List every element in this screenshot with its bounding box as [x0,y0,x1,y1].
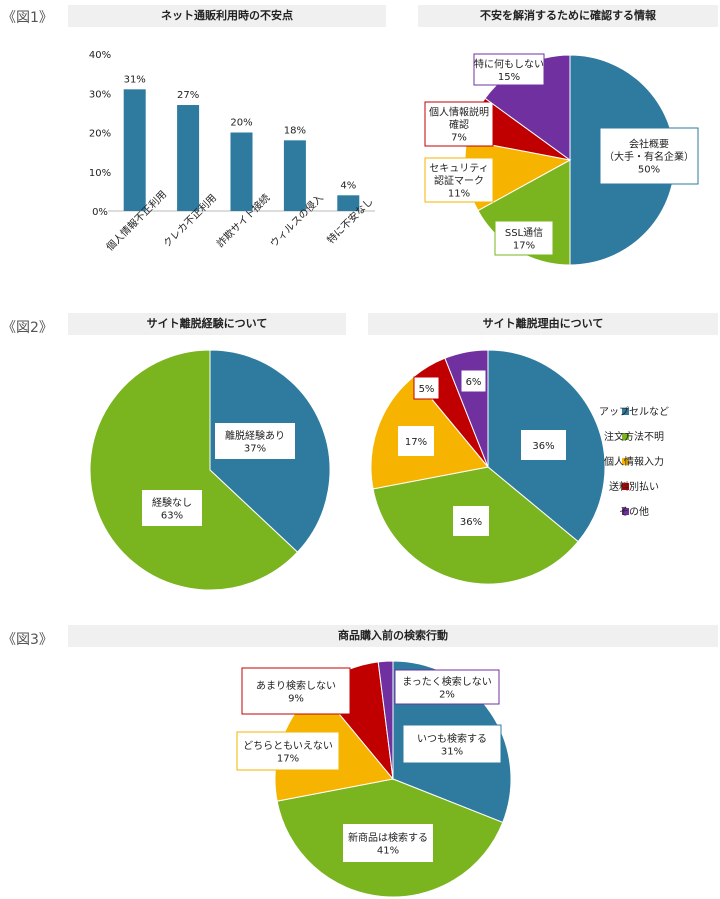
bar-data-label: 27% [177,90,199,101]
figure-label-2: 《図2》 [2,320,53,336]
slice-label: 36% [532,441,554,452]
legend-label: 送料別払い [609,480,659,493]
chart-title-check-info: 不安を解消するために確認する情報 [418,5,718,27]
slice-label: 17% [405,437,427,448]
y-tick-label: 10% [89,168,111,179]
slice-label: SSL通信 [505,227,543,239]
slice-label: 6% [466,377,482,388]
y-tick-label: 0% [92,207,108,218]
slice-label-box [394,669,500,705]
bar-data-label: 18% [284,125,306,136]
bar-data-label: 31% [124,74,146,85]
legend-swatch [622,458,629,465]
slice-label: まったく検索しない [402,675,492,688]
bar-data-label: 4% [340,180,356,191]
slice-label: いつも検索する [417,732,487,745]
slice-label: 9% [288,693,304,704]
slice-label: 離脱経験あり [225,429,285,442]
legend-label: その他 [619,505,649,518]
legend-label: 個人情報入力 [604,455,664,468]
slice-label-box [494,220,554,256]
slice-label: 会社概要 [629,138,669,151]
bar [283,140,306,211]
pie-slice [377,660,394,780]
slice-label: 5% [419,384,435,395]
slice-label: 17% [513,240,535,251]
slice-label-box [402,724,502,764]
chart-title-anxiety: ネット通販利用時の不安点 [68,5,386,27]
slice-label: 63% [161,510,183,521]
slice-label: どちらともいえない [243,740,333,752]
legend-swatch [622,408,629,415]
bar [230,132,253,211]
slice-label: 50% [638,165,660,176]
slice-label: 7% [451,133,467,144]
y-tick-label: 30% [89,89,111,100]
bar [177,105,200,211]
bar-data-label: 20% [230,118,252,129]
slice-label-box [424,157,494,203]
slice-label: （大手・有名企業） [604,150,694,163]
slice-label: 11% [448,189,470,200]
chart-title-search-behavior: 商品購入前の検索行動 [68,625,718,647]
slice-label-box [453,506,489,536]
slice-label: 経験なし [152,496,192,509]
slice-label-box [424,101,494,147]
y-tick-label: 40% [89,50,111,61]
slice-label-box [599,127,699,185]
slice-label-box [236,731,340,771]
slice-label: 特に何もしない [474,57,544,70]
slice-label-box [398,426,434,456]
chart-title-leave-reason: サイト離脱理由について [368,313,718,335]
slice-label: 15% [498,72,520,83]
slice-label-box [521,430,566,460]
chart-title-leave-experience: サイト離脱経験について [68,313,346,335]
slice-label: 2% [439,689,455,700]
legend-swatch [622,433,629,440]
y-tick-label: 20% [89,129,111,140]
slice-label: セキュリティ [429,163,488,175]
legend-swatch [622,508,629,515]
slice-label: 17% [277,753,299,764]
legend-label: 注文方法不明 [604,430,664,443]
figure-label-3: 《図3》 [2,632,53,648]
slice-label-box [142,490,202,526]
slice-label: 36% [460,517,482,528]
slice-label: 新商品は検索する [348,831,428,844]
slice-label-box [343,824,433,862]
pie-slice [89,349,299,591]
slice-label-box [215,423,295,459]
slice-label-box [473,53,545,86]
slice-label: 37% [244,443,266,454]
slice-label: あまり検索しない [256,679,336,692]
bar [123,89,146,211]
bar [337,195,360,211]
figure-label-1: 《図1》 [2,10,53,26]
slice-label: 41% [377,845,399,856]
legend-swatch [622,483,629,490]
slice-label-box [241,667,351,715]
slice-label: 個人情報説明 [429,106,489,119]
slice-label: 確認 [449,118,469,131]
slice-label-box [413,376,440,400]
slice-label-box [460,369,487,393]
legend-label: アップセルなど [599,406,669,418]
slice-label: 認証マーク [434,174,484,187]
slice-label: 31% [441,746,463,757]
